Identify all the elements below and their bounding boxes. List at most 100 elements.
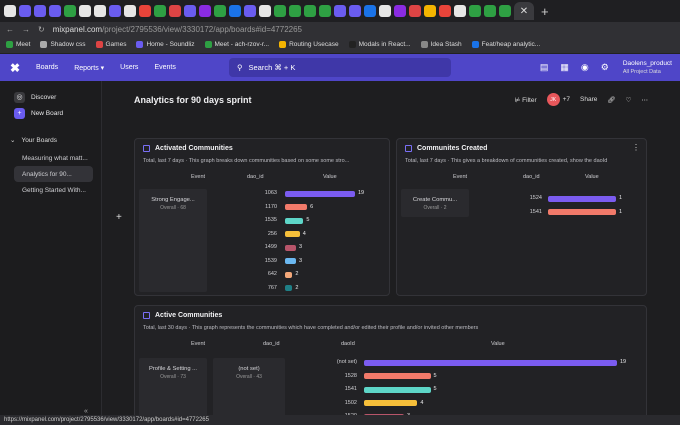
settings-gear-icon[interactable]: ⚙ <box>600 62 609 72</box>
event-segment[interactable]: Strong Engage... Overall · 68 <box>139 189 207 292</box>
project-selector[interactable]: Daolens_product All Project Data <box>623 60 672 76</box>
card-active-communities[interactable]: Active Communities Total, last 30 days ·… <box>134 305 647 425</box>
bookmark-item[interactable]: Home - Soundliz <box>136 41 195 48</box>
browser-tab[interactable] <box>124 5 136 17</box>
browser-tab[interactable] <box>109 5 121 17</box>
browser-tab[interactable] <box>184 5 196 17</box>
card-title[interactable]: Activated Communities <box>155 145 233 152</box>
browser-tab[interactable] <box>334 5 346 17</box>
bar[interactable] <box>548 209 616 215</box>
dao-segment[interactable]: (not set) Overall · 43 <box>213 358 285 424</box>
bookmark-item[interactable]: Meet - ach-rzov-r... <box>204 41 269 48</box>
bar[interactable] <box>548 195 616 202</box>
bookmark-item[interactable]: Shadow css <box>40 41 86 48</box>
nav-item[interactable]: Boards <box>36 64 59 71</box>
browser-tab[interactable] <box>169 5 181 17</box>
url-field[interactable]: mixpanel.com/project/2795536/view/333017… <box>53 25 302 34</box>
bar[interactable] <box>364 400 418 406</box>
browser-tab[interactable] <box>454 5 466 17</box>
browser-tab[interactable] <box>319 5 331 17</box>
browser-tab[interactable] <box>274 5 286 17</box>
heart-icon[interactable]: ♡ <box>625 96 632 104</box>
bookmark-item[interactable]: Idea Stash <box>420 41 462 48</box>
card-menu-icon[interactable]: ⋮ <box>632 143 640 152</box>
new-tab-button[interactable]: + <box>541 3 549 19</box>
browser-tab[interactable] <box>94 5 106 17</box>
search-bar[interactable]: ⚲ Search ⌘ + K <box>229 58 451 77</box>
notifications-icon[interactable]: ◉ <box>580 62 589 72</box>
bookmark-item[interactable]: Feat/heap analytic... <box>471 41 540 48</box>
card-activated-communities[interactable]: Activated Communities Total, last 7 days… <box>134 138 390 296</box>
card-checkbox-icon[interactable] <box>143 145 150 152</box>
database-icon[interactable]: ▤ <box>539 62 549 72</box>
nav-item[interactable]: Reports ▾ <box>74 64 105 72</box>
browser-tab[interactable] <box>349 5 361 17</box>
bookmark-item[interactable]: Routing Usecase <box>279 41 339 48</box>
browser-tab[interactable] <box>394 5 406 17</box>
bar[interactable] <box>285 285 293 291</box>
browser-tab[interactable] <box>469 5 481 17</box>
browser-tab[interactable] <box>199 5 211 17</box>
browser-tab[interactable] <box>484 5 496 17</box>
your-boards-toggle[interactable]: ⌄ Your Boards <box>0 133 101 147</box>
nav-item[interactable]: Users <box>120 64 139 71</box>
browser-tab[interactable] <box>259 5 271 17</box>
card-checkbox-icon[interactable] <box>143 312 150 319</box>
bar[interactable] <box>364 373 431 379</box>
event-segment[interactable]: Profile & Setting ... Overall · 73 <box>139 358 207 424</box>
browser-tab[interactable] <box>424 5 436 17</box>
sidebar-item-board[interactable]: Measuring what matt... <box>22 154 88 162</box>
browser-tab[interactable] <box>19 5 31 17</box>
browser-tab[interactable] <box>229 5 241 17</box>
browser-tab[interactable] <box>439 5 451 17</box>
more-options-icon[interactable]: ⋯ <box>641 96 649 104</box>
browser-tab-active[interactable]: ✕ <box>514 2 534 20</box>
bar[interactable] <box>285 204 308 210</box>
close-tab-icon[interactable]: ✕ <box>519 5 529 17</box>
bookmark-item[interactable]: Games <box>95 41 126 48</box>
sidebar-item-board[interactable]: Getting Started With... <box>22 186 86 194</box>
collapse-sidebar-icon[interactable]: « <box>84 408 88 415</box>
bar[interactable] <box>285 217 304 224</box>
reload-icon[interactable]: ↻ <box>38 24 45 34</box>
apps-grid-icon[interactable]: ▦ <box>560 62 569 72</box>
bookmark-item[interactable]: Meet <box>6 41 30 48</box>
event-segment[interactable]: Create Commu... Overall · 2 <box>401 189 469 217</box>
mixpanel-logo-icon[interactable]: ✖ <box>9 60 21 75</box>
browser-tab[interactable] <box>244 5 256 17</box>
browser-tab[interactable] <box>214 5 226 17</box>
forward-icon[interactable]: → <box>22 24 30 34</box>
filter-button[interactable]: ⊭ Filter <box>515 96 537 104</box>
card-title[interactable]: Communites Created <box>417 145 488 152</box>
card-checkbox-icon[interactable] <box>405 145 412 152</box>
link-icon[interactable]: 🔗︎ <box>607 96 616 104</box>
share-button[interactable]: Share <box>580 96 598 103</box>
browser-tab[interactable] <box>139 5 151 17</box>
browser-tab[interactable] <box>364 5 376 17</box>
collaborators[interactable]: JK +7 <box>546 93 570 106</box>
add-card-plus-icon[interactable]: + <box>116 212 122 223</box>
browser-tab[interactable] <box>49 5 61 17</box>
browser-tab[interactable] <box>499 5 511 17</box>
browser-tab[interactable] <box>34 5 46 17</box>
browser-tab[interactable] <box>304 5 316 17</box>
card-title[interactable]: Active Communities <box>155 312 223 319</box>
browser-tab[interactable] <box>4 5 16 17</box>
browser-tab[interactable] <box>289 5 301 17</box>
browser-tab[interactable] <box>79 5 91 17</box>
browser-tab[interactable] <box>379 5 391 17</box>
browser-tab[interactable] <box>409 5 421 17</box>
sidebar-item-discover[interactable]: ◎ Discover <box>0 89 101 105</box>
board-title[interactable]: Analytics for 90 days sprint <box>134 95 252 105</box>
back-icon[interactable]: ← <box>6 24 14 34</box>
bar[interactable] <box>285 258 297 264</box>
sidebar-item-new-board[interactable]: + New Board <box>0 105 101 121</box>
browser-tab[interactable] <box>154 5 166 17</box>
sidebar-item-board-selected[interactable]: Analytics for 90... <box>14 166 93 182</box>
browser-tab[interactable] <box>64 5 76 17</box>
bar[interactable] <box>364 359 617 366</box>
bar[interactable] <box>285 244 297 251</box>
nav-item[interactable]: Events <box>154 64 176 71</box>
bookmark-item[interactable]: Modals in React... <box>348 41 411 48</box>
card-communities-created[interactable]: Communites Created ⋮ Total, last 7 days … <box>396 138 647 296</box>
